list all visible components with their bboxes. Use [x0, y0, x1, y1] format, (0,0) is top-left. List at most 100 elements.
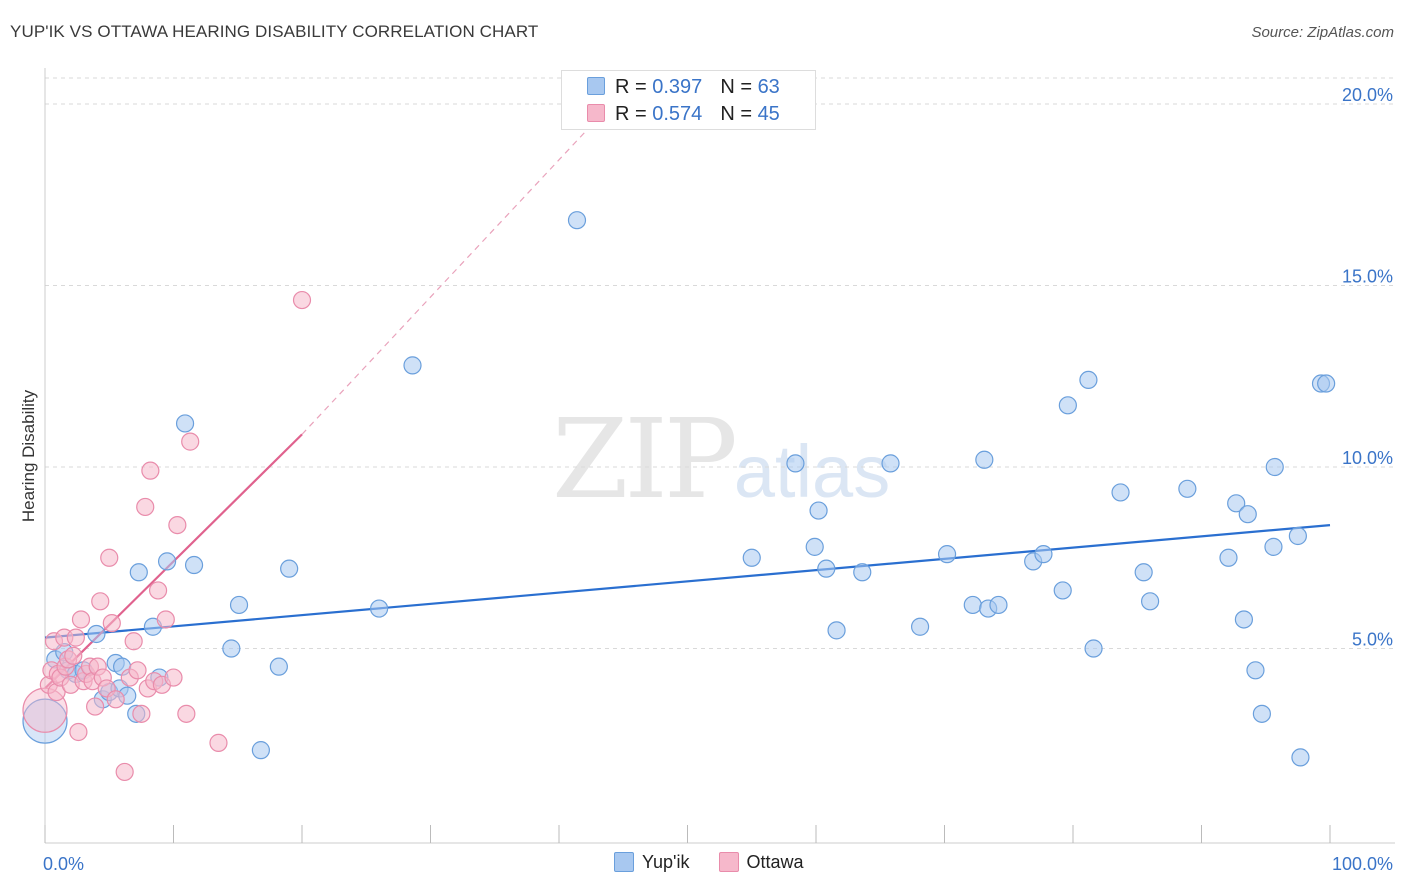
ottawa-point	[181, 432, 200, 451]
yupik-point	[222, 639, 241, 658]
yupik-point	[1134, 563, 1153, 582]
yupik-point	[805, 537, 824, 556]
ottawa-point	[132, 704, 151, 723]
legend-item-ottawa[interactable]: Ottawa	[718, 852, 804, 873]
yupik-point	[184, 555, 204, 575]
yupik-point	[881, 454, 900, 473]
grid-lines	[45, 77, 1395, 650]
ottawa-point	[156, 610, 175, 629]
yupik-point	[989, 595, 1008, 615]
legend-item-yupik[interactable]: Yup'ik	[614, 852, 689, 873]
legend-ottawa-label: Ottawa	[746, 852, 804, 872]
yupik-point	[567, 211, 587, 230]
y-tick-label: 20.0%	[1342, 85, 1393, 105]
yupik-trend-line	[44, 524, 1331, 639]
ottawa-r-value: 0.574	[652, 103, 703, 125]
yupik-point	[87, 624, 106, 644]
yupik-point	[1252, 704, 1271, 723]
yupik-n-value: 63	[757, 76, 780, 98]
yupik-point	[1178, 479, 1197, 498]
legend-row-ottawa: R = 0.574 N = 45	[587, 103, 780, 127]
yupik-point	[817, 559, 836, 578]
ottawa-point	[91, 592, 110, 611]
yupik-point	[1317, 374, 1336, 393]
ottawa-point	[115, 762, 134, 782]
yupik-point	[910, 617, 930, 636]
ottawa-r-label: R =	[615, 103, 653, 125]
ottawa-trend-extension	[301, 107, 609, 435]
chart-title: YUP'IK VS OTTAWA HEARING DISABILITY CORR…	[10, 22, 539, 41]
yupik-point	[1291, 748, 1310, 767]
yupik-point	[1238, 505, 1257, 524]
ottawa-point	[124, 632, 143, 651]
ottawa-point	[164, 668, 183, 687]
ottawa-n-label: N =	[720, 103, 758, 125]
ottawa-swatch	[587, 104, 605, 122]
yupik-point	[937, 545, 957, 564]
data-points	[22, 211, 1336, 782]
yupik-point	[280, 559, 299, 578]
ottawa-point	[292, 290, 312, 310]
yupik-point	[1265, 457, 1284, 477]
chart-source: Source: ZipAtlas.com	[1251, 24, 1394, 41]
yupik-point	[229, 595, 249, 615]
ottawa-point	[128, 661, 147, 680]
yupik-point	[129, 563, 148, 582]
ottawa-point	[64, 646, 83, 665]
yupik-point	[1058, 396, 1077, 415]
y-tick-label: 10.0%	[1342, 448, 1393, 468]
legend-yupik-label: Yup'ik	[642, 852, 690, 872]
yupik-point	[1053, 581, 1072, 600]
legend-row-yupik: R = 0.397 N = 63	[587, 76, 780, 100]
yupik-point	[1084, 639, 1103, 658]
yupik-point	[809, 501, 828, 520]
yupik-point	[1288, 526, 1307, 546]
yupik-point	[251, 741, 270, 760]
yupik-point	[1111, 483, 1130, 502]
ottawa-point	[177, 704, 196, 723]
yupik-point	[1034, 545, 1053, 564]
yupik-point	[1079, 370, 1098, 390]
yupik-point	[1227, 494, 1246, 513]
ottawa-point	[168, 515, 187, 535]
y-tick-label: 5.0%	[1352, 630, 1393, 650]
x-tick-label: 100.0%	[1332, 854, 1393, 874]
yupik-point	[1246, 661, 1265, 680]
yupik-point	[1140, 592, 1160, 611]
ottawa-point	[136, 497, 155, 517]
ottawa-point	[71, 610, 91, 629]
yupik-point	[22, 698, 68, 744]
yupik-point	[786, 454, 805, 473]
yupik-point	[1219, 548, 1238, 567]
ottawa-point	[86, 697, 105, 716]
yupik-point	[827, 621, 846, 640]
ottawa-point	[66, 628, 85, 647]
watermark: ZIPatlas	[552, 395, 890, 523]
ottawa-point	[209, 733, 228, 752]
legend-ottawa-swatch	[718, 852, 739, 872]
yupik-point	[157, 552, 177, 571]
ottawa-point	[69, 722, 88, 742]
series-legend: Yup'ik Ottawa	[614, 852, 828, 876]
yupik-point	[370, 599, 389, 618]
yupik-point	[975, 450, 994, 469]
yupik-point	[963, 595, 982, 615]
yupik-point	[175, 414, 195, 433]
ottawa-point	[100, 548, 119, 567]
axes	[44, 68, 1395, 844]
x-tick-label: 0.0%	[43, 854, 84, 874]
yupik-point	[269, 657, 288, 676]
yupik-point	[742, 548, 761, 567]
ottawa-point	[106, 690, 125, 709]
yupik-n-label: N =	[720, 76, 758, 98]
watermark-atlas: atlas	[733, 430, 891, 513]
axis-labels: Hearing Disability 5.0% 10.0% 15.0% 20.0% 0.…	[19, 85, 1393, 874]
correlation-legend: R = 0.397 N = 63 R = 0.574 N = 45	[561, 70, 816, 130]
ottawa-n-value: 45	[757, 103, 780, 125]
ottawa-point	[102, 614, 121, 633]
yupik-r-label: R =	[615, 76, 653, 98]
y-tick-label: 15.0%	[1342, 267, 1393, 287]
yupik-point	[1234, 610, 1254, 629]
yupik-point	[853, 563, 872, 582]
